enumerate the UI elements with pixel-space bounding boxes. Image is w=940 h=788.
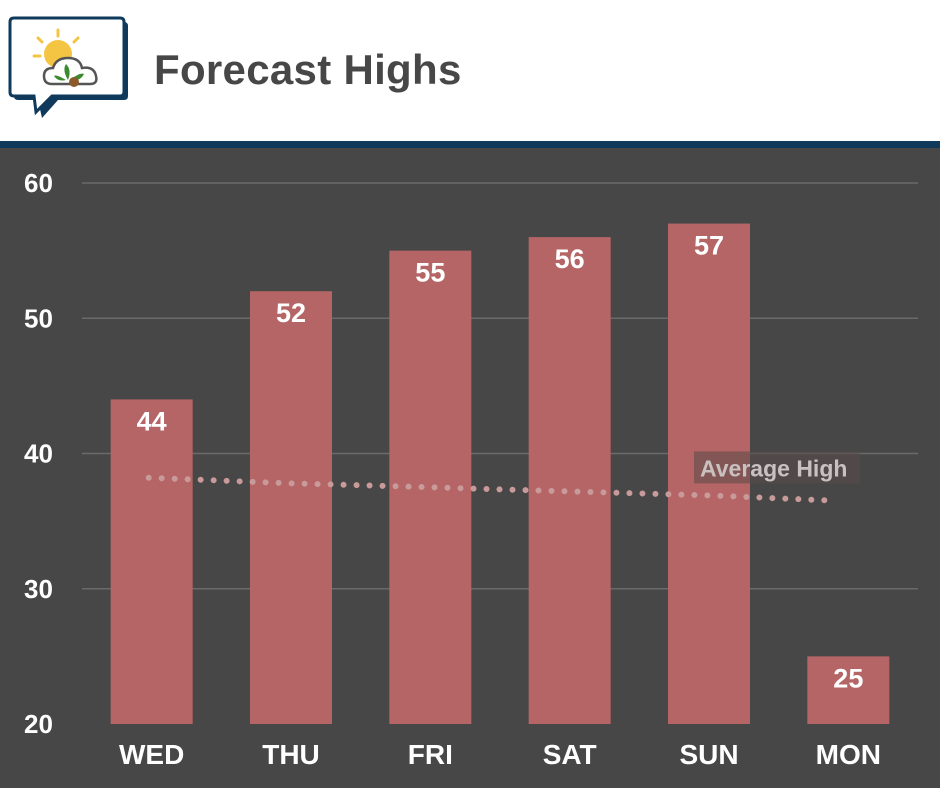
y-axis-ticks: 20 30 40 50 60 [24,168,53,739]
y-tick-label: 20 [24,709,53,739]
average-high-line [145,474,841,504]
y-tick-label: 40 [24,439,53,469]
bar [807,656,890,724]
gridlines [82,182,918,590]
x-category-label: THU [262,739,320,770]
y-tick-label: 50 [24,303,53,333]
x-axis-categories: WED THU FRI SAT SUN MON [119,739,881,770]
header: Forecast Highs [0,0,940,141]
weather-logo-icon [8,16,128,118]
y-tick-label: 60 [24,168,53,198]
bar [110,399,193,724]
x-category-label: FRI [408,739,453,770]
x-category-label: SUN [679,739,738,770]
bar-chart: 20 30 40 50 60 Average High 44 52 55 56 57 25 WED… [24,168,918,770]
bar [250,291,332,724]
header-divider [0,141,940,148]
bar-value-label: 44 [137,406,167,436]
chart-area: 20 30 40 50 60 Average High 44 52 55 56 57 25 WED… [0,148,940,788]
y-tick-label: 30 [24,574,53,604]
average-line-layer: Average High [145,451,860,504]
bar-value-label: 56 [555,244,585,274]
bar-value-labels: 44 52 55 56 57 25 [137,231,864,694]
x-category-label: MON [816,739,881,770]
average-high-label: Average High [700,455,847,481]
bar-value-label: 52 [276,298,306,328]
bars [110,223,890,724]
x-category-label: SAT [543,739,597,770]
bar-value-label: 57 [694,231,724,261]
bar [528,237,611,724]
bar-value-label: 25 [833,663,863,693]
x-category-label: WED [119,739,184,770]
bar-value-label: 55 [415,258,445,288]
average-high-label-backdrop [694,451,860,484]
page-title: Forecast Highs [154,46,462,93]
